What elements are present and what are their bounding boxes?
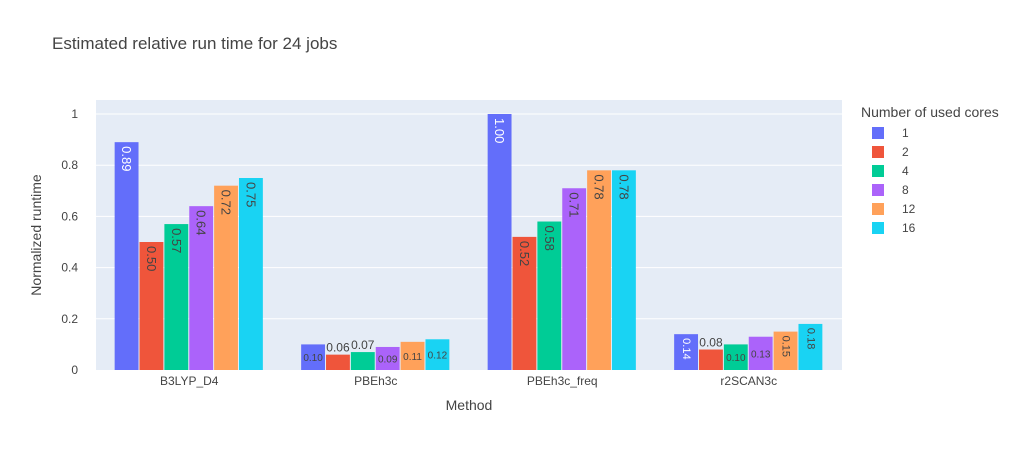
bar[interactable] [723,344,748,370]
x-tick-label: r2SCAN3c [720,374,777,388]
legend-item[interactable]: 1 [872,125,909,141]
bar[interactable] [699,349,723,370]
legend-label: 2 [902,145,909,159]
data-label: 0.78 [592,174,607,199]
data-label: 0.89 [119,146,134,171]
data-label: 0.50 [144,246,159,271]
x-tick-label: B3LYP_D4 [160,374,219,388]
legend-swatch [872,146,884,158]
bar[interactable] [537,221,562,370]
data-label: 0.72 [219,190,234,215]
bar[interactable] [773,331,798,370]
data-label: 0.11 [403,352,422,363]
data-label: 0.78 [616,174,631,199]
bars-layer: 0.890.500.570.640.72 0.750.100.06 0.070.09… [114,114,823,370]
bar[interactable] [425,339,450,370]
legend-label: 1 [902,126,909,140]
data-label: 0.52 [517,241,532,266]
y-axis-ticks: 0 0.2 0.4 0.6 0.8 1 [61,107,78,377]
legend-swatch [872,127,884,139]
bar[interactable] [748,336,773,370]
bar[interactable] [139,242,164,370]
legend-label: 16 [902,221,916,235]
bar[interactable] [562,188,587,370]
bar[interactable] [114,142,139,370]
bar[interactable] [587,170,611,370]
legend-item[interactable]: 8 [872,182,909,198]
data-label: 0.09 [378,354,398,365]
bar[interactable] [375,346,400,370]
data-label: 0.57 [169,228,184,253]
legend-label: 4 [902,164,909,178]
bar[interactable] [400,341,425,370]
x-axis-ticks: B3LYP_D4 PBEh3c PBEh3c_freq r2SCAN3c [160,374,777,388]
x-tick-label: PBEh3c [354,374,397,388]
data-label: 0.58 [542,226,557,251]
bar[interactable] [350,352,375,370]
legend-swatch [872,222,884,234]
data-label: 0.08 [699,336,723,350]
legend-title: Number of used cores [861,104,999,120]
bar[interactable] [214,185,238,370]
data-label: 0.13 [751,349,771,360]
data-label: 0.14 [680,338,692,359]
legend-swatch [872,165,884,177]
data-label: 0.10 [303,353,323,364]
bar[interactable] [301,344,326,370]
bar[interactable] [611,170,636,370]
data-label: 0.10 [726,353,746,364]
chart-title: Estimated relative run time for 24 jobs [52,34,338,53]
y-tick-label: 0.4 [61,261,78,275]
bar[interactable] [798,323,823,370]
data-label: 0.12 [428,351,448,362]
x-axis-title: Method [446,397,493,413]
legend-item[interactable]: 4 [872,163,909,179]
bar[interactable] [164,224,189,370]
legend-item[interactable]: 2 [872,144,909,160]
y-tick-label: 0.8 [61,158,78,172]
legend-label: 12 [902,202,916,216]
legend-item[interactable]: 12 [872,201,915,217]
legend-label: 8 [902,183,909,197]
data-label: 1.00 [492,118,507,143]
y-tick-label: 0.2 [61,312,78,326]
y-axis-title: Normalized runtime [28,174,44,296]
data-label: 0.15 [780,336,792,357]
y-tick-label: 0 [71,363,78,377]
bar[interactable] [674,334,699,370]
legend-swatch [872,203,884,215]
data-label: 0.75 [243,182,258,207]
data-label: 0.07 [351,338,375,352]
x-tick-label: PBEh3c_freq [527,374,598,388]
y-tick-label: 0.6 [61,209,78,223]
data-label: 0.18 [804,328,816,349]
legend-item[interactable]: 16 [872,220,915,236]
bar[interactable] [487,114,512,370]
bar[interactable] [326,354,350,370]
data-label: 0.71 [567,192,582,217]
bar[interactable] [512,236,537,370]
data-label: 0.64 [194,210,209,235]
bar[interactable] [238,178,263,370]
bar[interactable] [189,206,214,370]
legend-swatch [872,184,884,196]
y-tick-label: 1 [71,107,78,121]
data-label: 0.06 [326,341,350,355]
